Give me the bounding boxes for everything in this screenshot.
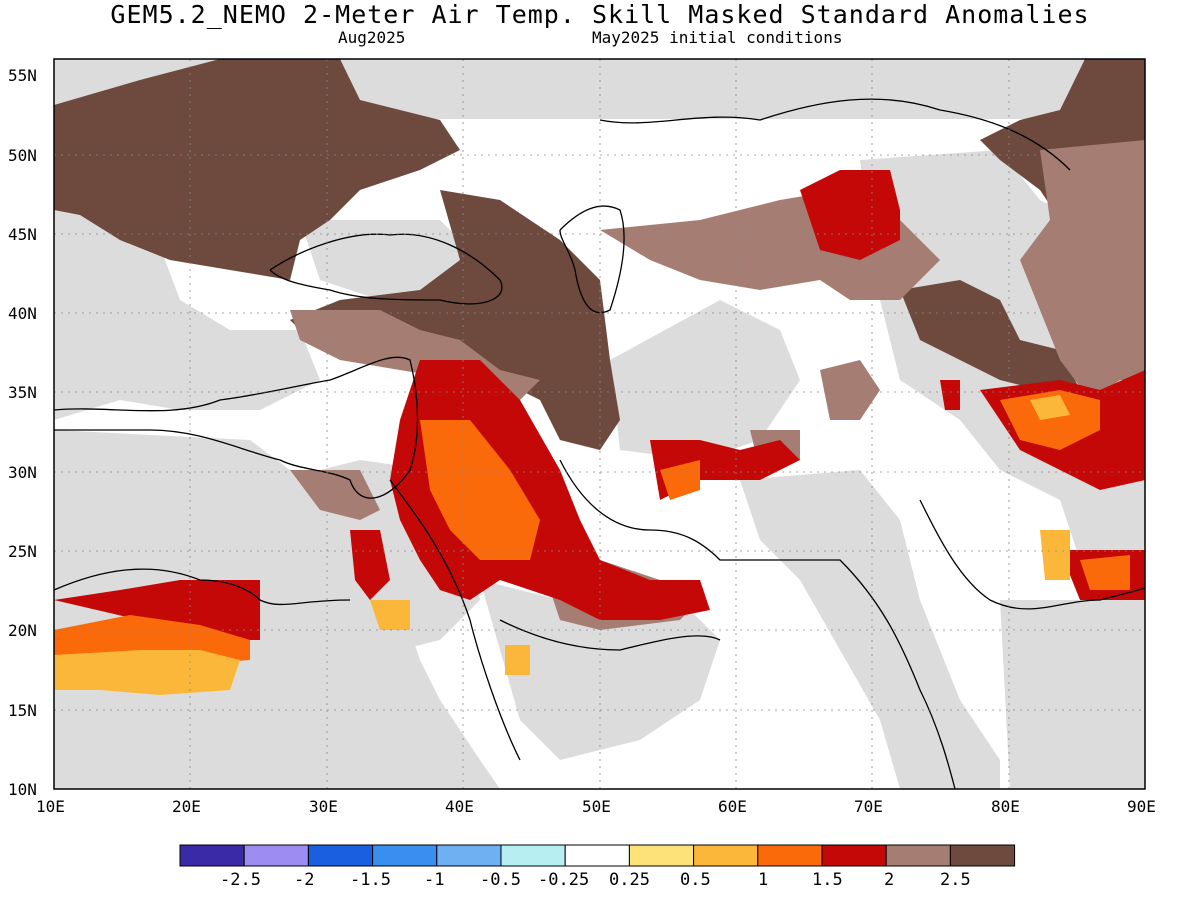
lat-label: 20N <box>8 621 37 640</box>
colorbar-tick: -2 <box>294 870 315 890</box>
colorbar-tick: 2.5 <box>940 870 971 890</box>
colorbar-swatch <box>949 844 1016 867</box>
lat-label: 50N <box>8 146 37 165</box>
lon-label: 70E <box>854 797 883 816</box>
lat-label: 45N <box>8 225 37 244</box>
lon-label: 60E <box>718 797 747 816</box>
colorbar-swatch <box>307 844 374 867</box>
colorbar-swatch <box>757 844 823 867</box>
lon-label: 40E <box>445 797 474 816</box>
colorbar-swatch <box>564 844 630 867</box>
map-title: GEM5.2_NEMO 2-Meter Air Temp. Skill Mask… <box>110 0 1090 29</box>
colorbar-tick: 1.5 <box>812 870 843 890</box>
colorbar-swatch <box>885 844 951 867</box>
colorbar-tick: 0.5 <box>680 870 711 890</box>
lon-label: 30E <box>309 797 338 816</box>
lat-label: 35N <box>8 383 37 402</box>
lat-label: 40N <box>8 304 37 323</box>
colorbar-tick: -1.5 <box>350 870 391 890</box>
colorbar-tick: -1 <box>424 870 445 890</box>
coastlines <box>53 98 1146 790</box>
lat-label: 15N <box>8 701 37 720</box>
grid-lines <box>54 59 1145 789</box>
colorbar-swatch <box>179 844 245 867</box>
anomaly-yellow <box>54 395 1070 695</box>
colorbar-tick: 1 <box>758 870 769 890</box>
colorbar-tick: -2.5 <box>220 870 261 890</box>
lon-label: 80E <box>991 797 1020 816</box>
lat-label: 10N <box>8 780 37 799</box>
colorbar-tick: -0.25 <box>538 870 590 890</box>
lon-label: 50E <box>582 797 611 816</box>
colorbar-legend <box>179 844 1016 867</box>
lon-label: 20E <box>172 797 201 816</box>
lat-label: 30N <box>8 463 37 482</box>
colorbar-swatch <box>500 844 566 867</box>
colorbar-swatch <box>821 844 887 867</box>
lon-label: 10E <box>36 797 65 816</box>
lat-label: 25N <box>8 542 37 561</box>
colorbar-swatch <box>436 844 502 867</box>
colorbar-swatch <box>243 844 309 867</box>
valid-month: Aug2025 <box>338 28 406 47</box>
lat-label: 55N <box>8 66 37 85</box>
colorbar-tick: 2 <box>884 870 895 890</box>
lon-label: 90E <box>1127 797 1156 816</box>
colorbar-swatch <box>693 844 759 867</box>
colorbar-tick: -0.5 <box>480 870 521 890</box>
colorbar-swatch <box>372 844 438 867</box>
init-conditions: May2025 initial conditions <box>592 28 843 47</box>
colorbar-tick: 0.25 <box>609 870 650 890</box>
colorbar-swatch <box>628 844 695 867</box>
map-plot-area <box>53 58 1146 790</box>
